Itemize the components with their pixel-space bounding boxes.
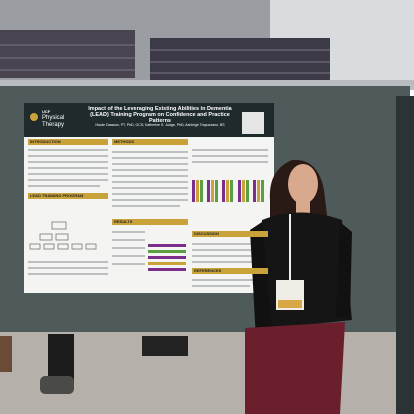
poster-title: Impact of the Leveraging Existing Abilit… (88, 106, 232, 125)
poster-brand: UCF (42, 109, 51, 114)
passerby-legs (48, 334, 74, 384)
section-header: RESULTS (112, 219, 188, 225)
section-header: INTRODUCTION (28, 139, 108, 145)
poster-charts (148, 180, 264, 271)
section-header: METHODS (112, 139, 188, 145)
section-header: REFERENCES (192, 268, 268, 274)
poster-header (24, 103, 274, 137)
board-stand (396, 96, 414, 414)
poster-logo (242, 112, 264, 134)
program-diagram (29, 221, 97, 250)
seats-left (0, 30, 135, 78)
seat-rows (0, 44, 330, 74)
poster-authors: Nicole Dawson, PT, PhD, GCS; Katherine S… (95, 123, 225, 127)
poster-department: Physical Therapy (42, 115, 65, 128)
ucf-logo (30, 113, 38, 121)
passerby-shoes (142, 336, 188, 356)
poster-text-lines (28, 149, 268, 287)
section-header: DISCUSSION (192, 231, 268, 237)
section-header: LEAD TRAINING PROGRAM (28, 193, 108, 199)
presenter (245, 159, 352, 414)
ledge (0, 80, 414, 90)
seats-right (150, 38, 330, 80)
passerby-shoe (40, 376, 74, 394)
passerby-leg (0, 336, 12, 372)
